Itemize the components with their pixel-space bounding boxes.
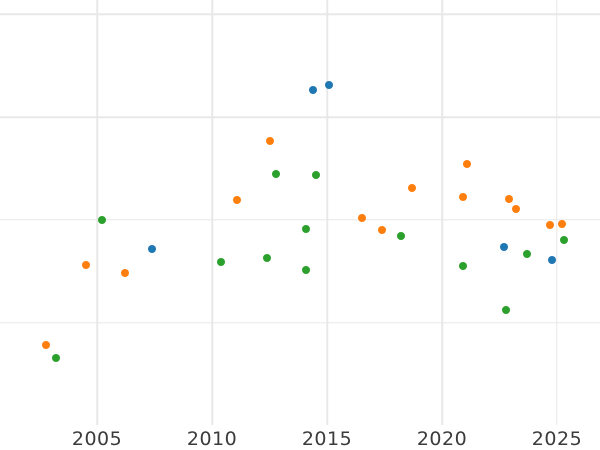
data-point-green — [272, 169, 281, 178]
data-point-blue — [325, 81, 334, 90]
vertical-gridline-2005 — [96, 0, 98, 425]
data-point-green — [302, 266, 311, 275]
data-point-orange — [120, 269, 129, 278]
data-point-orange — [463, 160, 472, 169]
data-point-green — [559, 236, 568, 245]
data-point-green — [97, 215, 106, 224]
data-point-green — [523, 249, 532, 258]
data-point-orange — [265, 136, 274, 145]
data-point-green — [311, 170, 320, 179]
data-point-green — [458, 262, 467, 271]
horizontal-gridline-1 — [0, 321, 600, 324]
data-point-blue — [148, 244, 157, 253]
data-point-orange — [378, 226, 387, 235]
data-point-orange — [504, 195, 513, 204]
x-tick-label-2025: 2025 — [531, 428, 583, 450]
horizontal-gridline-4 — [0, 13, 600, 16]
vertical-gridline-2010 — [211, 0, 213, 425]
horizontal-gridline-3 — [0, 116, 600, 118]
data-point-blue — [500, 242, 509, 251]
horizontal-gridline-2 — [0, 219, 600, 221]
data-point-green — [263, 253, 272, 262]
data-point-blue — [548, 255, 557, 264]
x-tick-label-2010: 2010 — [186, 428, 238, 450]
vertical-gridline-2025 — [556, 0, 558, 425]
vertical-gridline-2015 — [326, 0, 328, 425]
x-tick-label-2020: 2020 — [416, 428, 468, 450]
data-point-orange — [357, 213, 366, 222]
data-point-green — [217, 257, 226, 266]
data-point-green — [502, 306, 511, 315]
data-point-orange — [511, 204, 520, 213]
vertical-gridline-2020 — [441, 0, 443, 425]
data-point-orange — [458, 193, 467, 202]
data-point-orange — [42, 341, 51, 350]
x-tick-label-2005: 2005 — [71, 428, 123, 450]
data-point-green — [302, 225, 311, 234]
x-tick-label-2015: 2015 — [301, 428, 353, 450]
data-point-orange — [408, 184, 417, 192]
data-point-orange — [546, 221, 555, 229]
data-point-green — [396, 232, 405, 241]
data-point-orange — [557, 219, 566, 228]
data-point-blue — [309, 86, 318, 95]
data-point-green — [51, 353, 60, 362]
data-point-orange — [81, 261, 90, 270]
data-point-orange — [233, 196, 242, 205]
